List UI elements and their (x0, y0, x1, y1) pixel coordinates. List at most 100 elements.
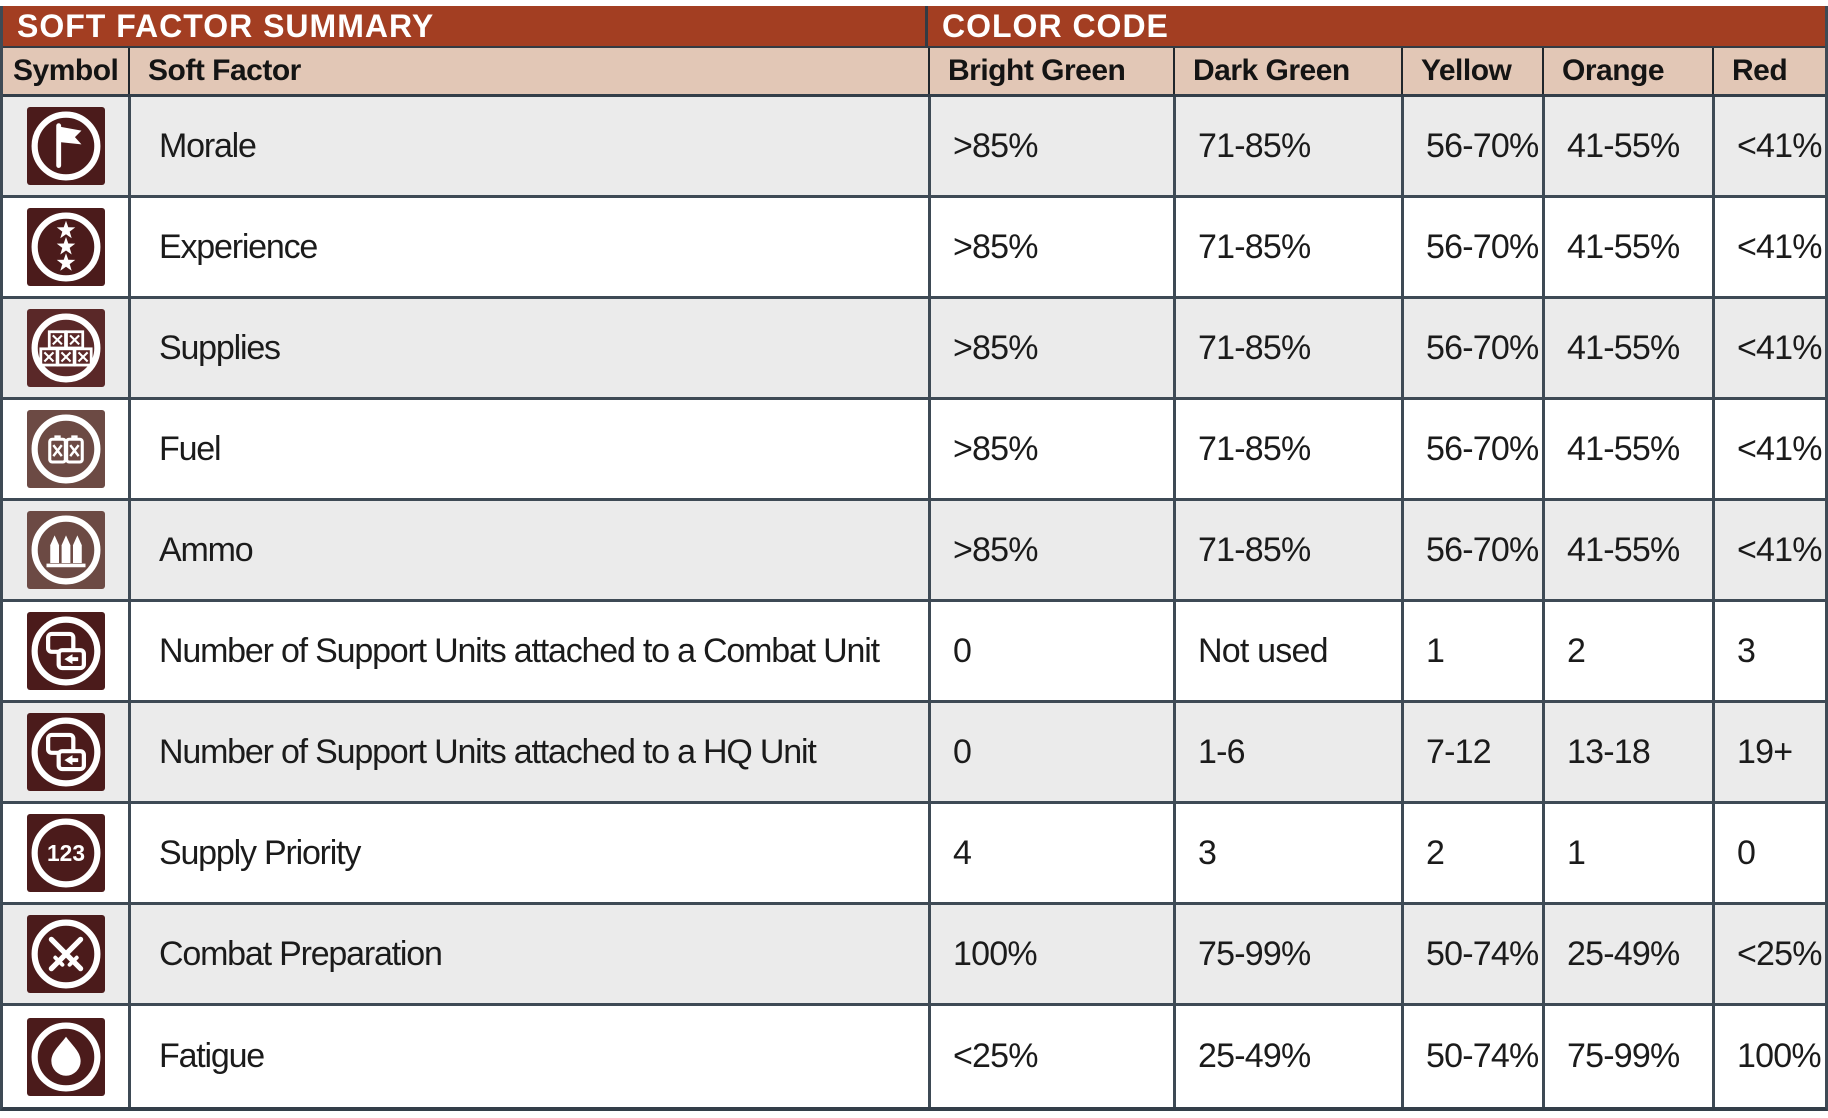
value-cell: >85% (928, 501, 1173, 599)
value-cell: <41% (1712, 501, 1825, 599)
factor-cell: Supply Priority (128, 804, 928, 902)
factor-cell: Number of Support Units attached to a Co… (128, 602, 928, 700)
value-cell: 1-6 (1173, 703, 1401, 801)
experience-stars-icon (26, 208, 105, 286)
morale-flag-icon (26, 107, 105, 185)
value-cell: <41% (1712, 97, 1825, 195)
table-row: Ammo >85% 71-85% 56-70% 41-55% <41% (3, 501, 1825, 602)
value-cell: 56-70% (1401, 400, 1542, 498)
column-header-symbol: Symbol (13, 54, 119, 87)
value-cell: 41-55% (1542, 400, 1712, 498)
value-cell: 41-55% (1542, 501, 1712, 599)
value-cell: >85% (928, 198, 1173, 296)
value-cell: 13-18 (1542, 703, 1712, 801)
value-cell: 75-99% (1173, 905, 1401, 1003)
column-header-bright-green: Bright Green (928, 48, 1173, 94)
factor-cell: Morale (128, 97, 928, 195)
value-cell: 25-49% (1173, 1006, 1401, 1107)
value-cell: 25-49% (1542, 905, 1712, 1003)
value-cell: 0 (928, 703, 1173, 801)
support-units-link-icon (26, 612, 105, 690)
value-cell: 56-70% (1401, 97, 1542, 195)
value-cell: <25% (1712, 905, 1825, 1003)
table-title: SOFT FACTOR SUMMARY (17, 7, 435, 44)
value-cell: 71-85% (1173, 501, 1401, 599)
factor-cell: Number of Support Units attached to a HQ… (128, 703, 928, 801)
value-cell: 71-85% (1173, 97, 1401, 195)
value-cell: 19+ (1712, 703, 1825, 801)
soft-factor-summary-table: SOFT FACTOR SUMMARY COLOR CODE Symbol So… (0, 6, 1828, 1111)
fuel-jerrycans-icon (26, 410, 105, 488)
column-header-soft-factor: Soft Factor (128, 48, 928, 94)
value-cell: 1 (1401, 602, 1542, 700)
value-cell: <41% (1712, 299, 1825, 397)
table-row: Supplies >85% 71-85% 56-70% 41-55% <41% (3, 299, 1825, 400)
support-units-link-icon (26, 713, 105, 791)
value-cell: 50-74% (1401, 905, 1542, 1003)
column-header-row: Symbol Soft Factor Bright Green Dark Gre… (3, 48, 1825, 97)
symbol-cell (3, 299, 128, 397)
title-banner-row: SOFT FACTOR SUMMARY COLOR CODE (3, 6, 1825, 48)
factor-cell: Fatigue (128, 1006, 928, 1107)
symbol-cell (3, 703, 128, 801)
table-row: Combat Preparation 100% 75-99% 50-74% 25… (3, 905, 1825, 1006)
factor-cell: Supplies (128, 299, 928, 397)
symbol-cell (3, 602, 128, 700)
table-row: Number of Support Units attached to a Co… (3, 602, 1825, 703)
value-cell: 71-85% (1173, 299, 1401, 397)
column-header-red: Red (1712, 48, 1825, 94)
value-cell: <41% (1712, 198, 1825, 296)
supplies-crates-icon (26, 309, 105, 387)
value-cell: 3 (1173, 804, 1401, 902)
value-cell: 75-99% (1542, 1006, 1712, 1107)
column-header-dark-green: Dark Green (1173, 48, 1401, 94)
table-row: Fuel >85% 71-85% 56-70% 41-55% <41% (3, 400, 1825, 501)
factor-cell: Fuel (128, 400, 928, 498)
factor-cell: Experience (128, 198, 928, 296)
supply-priority-123-icon: 123 (26, 814, 105, 892)
value-cell: 3 (1712, 602, 1825, 700)
value-cell: 0 (1712, 804, 1825, 902)
value-cell: 56-70% (1401, 501, 1542, 599)
symbol-cell (3, 198, 128, 296)
value-cell: 56-70% (1401, 198, 1542, 296)
value-cell: <25% (928, 1006, 1173, 1107)
symbol-cell (3, 97, 128, 195)
value-cell: 4 (928, 804, 1173, 902)
table-row: Fatigue <25% 25-49% 50-74% 75-99% 100% (3, 1006, 1825, 1107)
value-cell: >85% (928, 299, 1173, 397)
table-row: Number of Support Units attached to a HQ… (3, 703, 1825, 804)
supply-priority-icon-text: 123 (47, 840, 85, 866)
column-header-orange: Orange (1542, 48, 1712, 94)
factor-cell: Combat Preparation (128, 905, 928, 1003)
value-cell: 71-85% (1173, 198, 1401, 296)
symbol-cell (3, 501, 128, 599)
value-cell: 1 (1542, 804, 1712, 902)
value-cell: 100% (1712, 1006, 1825, 1107)
symbol-cell (3, 1006, 128, 1107)
symbol-cell (3, 400, 128, 498)
ammo-bullets-icon (26, 511, 105, 589)
value-cell: 41-55% (1542, 299, 1712, 397)
value-cell: 41-55% (1542, 198, 1712, 296)
value-cell: 50-74% (1401, 1006, 1542, 1107)
value-cell: 2 (1401, 804, 1542, 902)
table-row: Experience >85% 71-85% 56-70% 41-55% <41… (3, 198, 1825, 299)
symbol-cell: 123 (3, 804, 128, 902)
factor-cell: Ammo (128, 501, 928, 599)
value-cell: >85% (928, 400, 1173, 498)
table-row: 123 Supply Priority 4 3 2 1 0 (3, 804, 1825, 905)
value-cell: >85% (928, 97, 1173, 195)
value-cell: 2 (1542, 602, 1712, 700)
combat-preparation-swords-icon (26, 915, 105, 993)
value-cell: 56-70% (1401, 299, 1542, 397)
column-header-yellow: Yellow (1401, 48, 1542, 94)
table-row: Morale >85% 71-85% 56-70% 41-55% <41% (3, 97, 1825, 198)
value-cell: Not used (1173, 602, 1401, 700)
color-code-title: COLOR CODE (925, 6, 1825, 46)
symbol-cell (3, 905, 128, 1003)
value-cell: 0 (928, 602, 1173, 700)
value-cell: 7-12 (1401, 703, 1542, 801)
value-cell: <41% (1712, 400, 1825, 498)
fatigue-drop-icon (26, 1017, 105, 1096)
